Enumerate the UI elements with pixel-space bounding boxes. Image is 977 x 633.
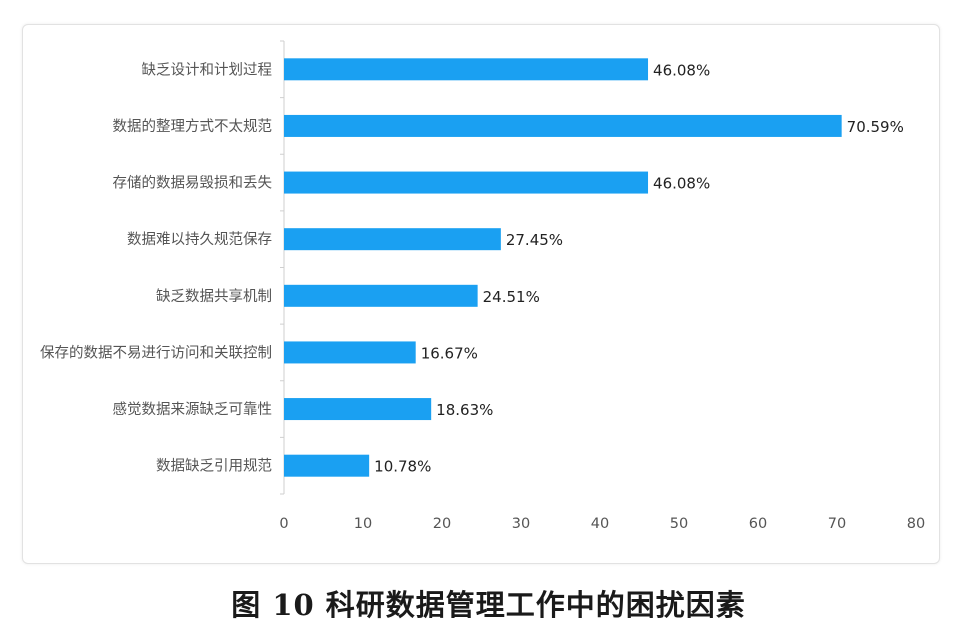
bar [284,398,432,421]
category-label: 保存的数据不易进行访问和关联控制 [40,344,272,361]
category-label: 感觉数据来源缺乏可靠性 [113,401,273,418]
bar [284,341,416,364]
x-tick-label: 50 [670,516,688,532]
category-label: 存储的数据易毁损和丢失 [113,175,273,192]
x-tick-label: 80 [907,516,925,532]
bar [284,284,478,307]
data-label: 18.63% [436,401,493,419]
bar [284,454,370,477]
x-tick-label: 30 [512,516,530,532]
data-label: 24.51% [483,288,540,306]
figure-caption: 图 10 科研数据管理工作中的困扰因素 [231,588,746,622]
chart-frame [22,24,940,564]
category-label: 数据缺乏引用规范 [156,458,272,475]
category-label: 数据的整理方式不太规范 [113,118,273,135]
x-tick-label: 10 [354,516,372,532]
bar [284,114,842,137]
x-tick-label: 40 [591,516,609,532]
data-label: 27.45% [506,231,563,249]
x-tick-label: 70 [828,516,846,532]
data-label: 46.08% [653,61,710,79]
category-label: 缺乏数据共享机制 [156,288,272,305]
bar [284,58,649,81]
bar [284,171,649,194]
data-label: 46.08% [653,175,710,193]
x-tick-label: 20 [433,516,451,532]
x-tick-label: 60 [749,516,767,532]
x-tick-label: 0 [279,516,288,532]
data-label: 10.78% [374,458,431,476]
category-label: 缺乏设计和计划过程 [142,61,273,78]
data-label: 70.59% [847,118,904,136]
category-label: 数据难以持久规范保存 [127,231,272,248]
bar [284,228,501,251]
data-label: 16.67% [421,344,478,362]
